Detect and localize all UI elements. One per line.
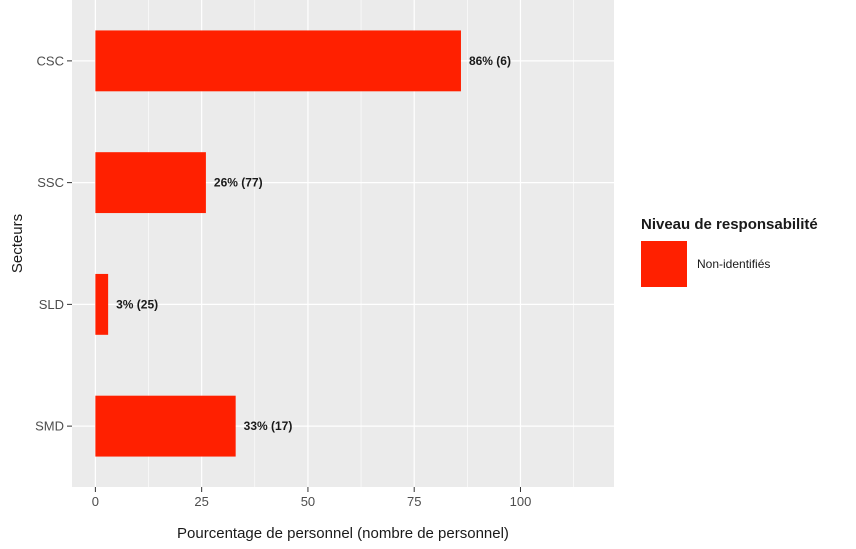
data-label-sld: 3% (25) <box>116 297 158 311</box>
bar-ssc <box>95 152 206 214</box>
bars <box>95 30 461 457</box>
x-tick-label: 100 <box>510 494 532 509</box>
x-tick-label: 25 <box>194 494 208 509</box>
y-axis: CSC SSC SLD SMD <box>35 53 72 434</box>
legend-key <box>641 241 687 287</box>
bar-csc <box>95 30 461 92</box>
bar-sld <box>95 273 109 335</box>
legend: Niveau de responsabilité Non-identifiés <box>641 216 818 287</box>
legend-title: Niveau de responsabilité <box>641 216 818 233</box>
x-tick-label: 0 <box>92 494 99 509</box>
data-label-csc: 86% (6) <box>469 54 511 68</box>
y-tick-label: SSC <box>37 175 64 190</box>
y-tick-label: SMD <box>35 419 64 434</box>
bar-smd <box>95 395 236 457</box>
data-labels: 86% (6) 26% (77) 3% (25) 33% (17) <box>116 54 511 433</box>
data-label-ssc: 26% (77) <box>214 176 263 190</box>
x-axis-title: Pourcentage de personnel (nombre de pers… <box>177 525 509 542</box>
y-tick-label: CSC <box>37 53 64 68</box>
x-axis: 0 25 50 75 100 <box>92 487 532 509</box>
y-tick-label: SLD <box>39 297 64 312</box>
x-tick-label: 50 <box>301 494 315 509</box>
x-tick-label: 75 <box>407 494 421 509</box>
y-axis-title: Secteurs <box>9 214 26 273</box>
data-label-smd: 33% (17) <box>244 419 293 433</box>
legend-label: Non-identifiés <box>697 257 770 271</box>
